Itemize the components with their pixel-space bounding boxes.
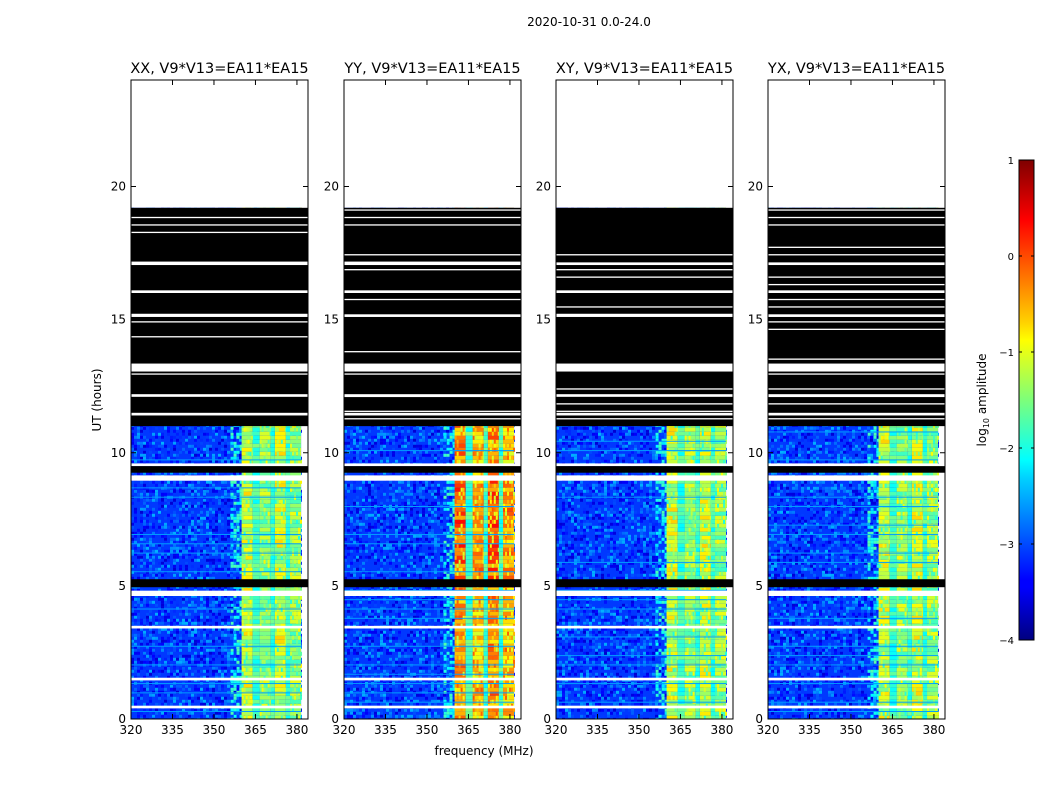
flagged-region: [344, 579, 521, 588]
y-tick-label: 0: [755, 712, 763, 726]
panel-title: YY, V9*V13=EA11*EA15: [343, 61, 520, 77]
flagged-region: [768, 579, 945, 588]
y-tick-label: 10: [324, 446, 339, 460]
y-tick-label: 0: [118, 712, 126, 726]
panel-frame: [343, 79, 522, 720]
panel-title: XY, V9*V13=EA11*EA15: [556, 61, 733, 77]
y-tick-label: 15: [536, 313, 551, 327]
y-tick-label: 15: [111, 313, 126, 327]
x-tick-label: 350: [628, 723, 651, 737]
x-tick-label: 350: [203, 723, 226, 737]
colorbar-gradient: [1018, 159, 1035, 641]
y-tick-label: 5: [543, 579, 551, 593]
x-axis-label: frequency (MHz): [434, 744, 533, 758]
panels-group: XX, V9*V13=EA11*EA15 320 335 350 365 380 0 5 10 1…: [111, 61, 946, 737]
y-tick-label: 20: [111, 180, 126, 194]
figure-title: 2020-10-31 0.0-24.0: [527, 15, 651, 29]
x-tick-label: 335: [374, 723, 397, 737]
y-tick-label: 20: [324, 180, 339, 194]
x-tick-label: 365: [244, 723, 267, 737]
y-tick-label: 15: [324, 313, 339, 327]
x-tick-label: 350: [416, 723, 439, 737]
y-tick-label: 10: [748, 446, 763, 460]
x-tick-label: 365: [881, 723, 904, 737]
x-tick-label: 320: [757, 723, 780, 737]
x-tick-label: 335: [586, 723, 609, 737]
y-tick-label: 10: [536, 446, 551, 460]
colorbar-ticks: 1 0 −1 −2 −3 −4: [999, 156, 1034, 647]
panel-1: XX, V9*V13=EA11*EA15 320 335 350 365 380 0 5 10 1…: [111, 61, 309, 737]
flagged-region: [768, 466, 945, 473]
colorbar-tick-label: −1: [999, 348, 1014, 359]
x-tick-label: 320: [545, 723, 568, 737]
x-tick-label: 380: [498, 723, 521, 737]
heatmap-image: [768, 207, 945, 719]
x-tick-label: 365: [457, 723, 480, 737]
panel-frame: [767, 79, 946, 720]
y-tick-label: 20: [536, 180, 551, 194]
x-tick-label: 335: [161, 723, 184, 737]
colorbar-label: log10 amplitude: [975, 354, 991, 447]
colorbar-tick-label: 1: [1008, 156, 1014, 167]
x-tick-label: 320: [120, 723, 143, 737]
x-tick-label: 380: [710, 723, 733, 737]
y-tick-label: 15: [748, 313, 763, 327]
y-tick-label: 20: [748, 180, 763, 194]
colorbar-tick-label: −2: [999, 444, 1014, 455]
x-tick-label: 320: [333, 723, 356, 737]
y-tick-label: 5: [331, 579, 339, 593]
panel-title: YX, V9*V13=EA11*EA15: [767, 61, 945, 77]
x-tick-label: 380: [285, 723, 308, 737]
axis-labels: frequency (MHz) UT (hours): [90, 368, 534, 758]
y-axis-label: UT (hours): [90, 368, 104, 431]
y-tick-label: 10: [111, 446, 126, 460]
panel-4: YX, V9*V13=EA11*EA15 320 335 350 365 380 0 5 10 1…: [748, 61, 946, 737]
y-tick-label: 0: [331, 712, 339, 726]
y-tick-label: 0: [543, 712, 551, 726]
panel-title: XX, V9*V13=EA11*EA15: [130, 61, 308, 77]
x-tick-label: 350: [840, 723, 863, 737]
panel-2: YY, V9*V13=EA11*EA15 320 335 350 365 380 0 5 10 1…: [324, 61, 522, 737]
heatmap-image: [344, 207, 521, 719]
flagged-region: [556, 466, 733, 473]
colorbar-tick-label: −3: [999, 540, 1014, 551]
y-tick-label: 5: [118, 579, 126, 593]
flagged-region: [131, 466, 308, 473]
x-tick-label: 335: [798, 723, 821, 737]
flagged-region: [344, 466, 521, 473]
panel-frame: [130, 79, 309, 720]
y-tick-label: 5: [755, 579, 763, 593]
colorbar: 1 0 −1 −2 −3 −4 log10 amplitude: [975, 156, 1035, 647]
x-tick-label: 365: [669, 723, 692, 737]
panel-3: XY, V9*V13=EA11*EA15 320 335 350 365 380 0 5 10 1…: [536, 61, 734, 737]
heatmap-image: [556, 207, 733, 719]
flagged-region: [556, 579, 733, 588]
colorbar-tick-label: −4: [999, 636, 1014, 647]
flagged-region: [131, 579, 308, 588]
colorbar-tick-label: 0: [1008, 252, 1014, 263]
x-tick-label: 380: [922, 723, 945, 737]
panel-frame: [555, 79, 734, 720]
heatmap-image: [131, 207, 308, 719]
